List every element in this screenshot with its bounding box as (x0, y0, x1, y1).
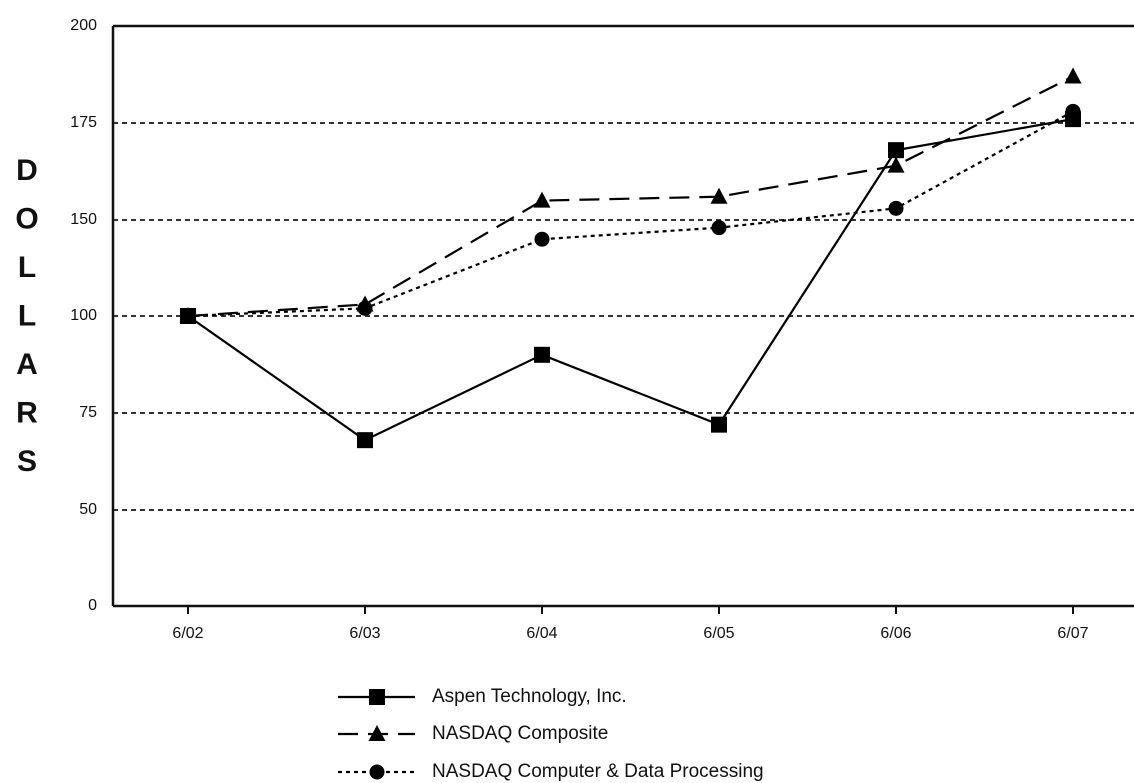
data-point-square (534, 346, 550, 363)
y-axis-label-letter: R (16, 396, 38, 429)
gridlines (113, 122, 1134, 511)
x-tick-label: 6/06 (880, 625, 911, 642)
y-axis-label-letter: L (18, 299, 36, 332)
data-point-triangle (533, 191, 551, 208)
x-tick-label: 6/07 (1057, 625, 1088, 642)
y-tick-label: 50 (79, 501, 97, 518)
y-tick-label: 175 (70, 114, 97, 131)
legend: Aspen Technology, Inc. NASDAQ Composite NA… (338, 686, 764, 782)
series-line (187, 75, 1074, 318)
y-tick-label: 150 (70, 211, 97, 228)
axes (111, 24, 1134, 614)
data-point-circle (711, 220, 727, 236)
data-point-circle (1065, 103, 1081, 119)
data-point-circle (888, 200, 904, 216)
data-point-square (888, 142, 904, 159)
data-point-square (711, 416, 727, 433)
y-axis-label-letter: L (18, 251, 36, 284)
series-line (187, 118, 1074, 442)
data-point-triangle (710, 187, 728, 204)
y-tick-label: 200 (70, 17, 97, 34)
data-point-circle (357, 300, 373, 316)
series (179, 67, 1082, 449)
y-tick-label: 0 (88, 597, 97, 614)
x-tick-label: 6/05 (703, 625, 734, 642)
x-tick-labels: 6/02 6/03 6/04 6/05 6/06 6/07 (172, 625, 1088, 642)
y-axis-label-letter: D (16, 154, 38, 187)
data-point-triangle (1064, 67, 1082, 84)
data-point-circle (534, 231, 550, 247)
legend-label: Aspen Technology, Inc. (432, 686, 627, 707)
y-tick-label: 75 (79, 404, 97, 421)
data-point-circle (180, 308, 196, 324)
data-point-triangle (887, 156, 905, 173)
x-tick-label: 6/03 (349, 625, 380, 642)
legend-marker-triangle (368, 725, 386, 741)
y-axis-label-letter: O (15, 202, 38, 235)
legend-marker-square (369, 689, 385, 705)
legend-marker-circle (369, 764, 385, 780)
x-tick-label: 6/04 (526, 625, 557, 642)
series-line (187, 110, 1074, 318)
y-tick-label: 100 (70, 307, 97, 324)
y-axis-label-letter: A (16, 348, 38, 381)
data-point-square (357, 432, 373, 449)
x-tick-label: 6/02 (172, 625, 203, 642)
legend-label: NASDAQ Composite (432, 723, 608, 744)
legend-label: NASDAQ Computer & Data Processing (432, 761, 764, 782)
y-axis-label-letter: S (17, 445, 37, 478)
y-tick-labels: 0 50 75 100 150 175 200 (70, 17, 97, 614)
